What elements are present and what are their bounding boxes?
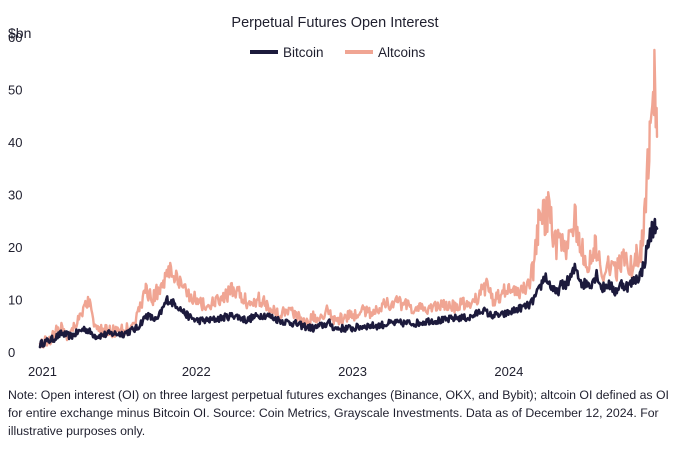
- legend: Bitcoin Altcoins: [250, 45, 426, 60]
- legend-label-altcoins: Altcoins: [378, 45, 426, 60]
- x-axis-ticks: 2021 2022 2023 2024: [28, 364, 523, 379]
- series-line-altcoins: [38, 48, 659, 349]
- y-axis-label: $bn: [8, 25, 31, 41]
- y-tick-label: 50: [8, 83, 22, 98]
- x-tick-label: 2022: [182, 364, 211, 379]
- x-tick-label: 2021: [28, 364, 57, 379]
- series-layer: [38, 48, 659, 349]
- series-line-bitcoin: [38, 217, 659, 349]
- y-tick-label: 60: [8, 30, 22, 45]
- open-interest-chart: Perpetual Futures Open Interest $bn Bitc…: [8, 15, 659, 379]
- y-tick-label: 30: [8, 188, 22, 203]
- y-tick-label: 20: [8, 240, 22, 255]
- chart-footnote: Note: Open interest (OI) on three larges…: [8, 388, 669, 438]
- x-tick-label: 2024: [494, 364, 523, 379]
- chart-title: Perpetual Futures Open Interest: [231, 15, 438, 31]
- y-axis-ticks: 0 10 20 30 40 50 60: [8, 30, 22, 360]
- y-tick-label: 10: [8, 293, 22, 308]
- y-tick-label: 0: [8, 345, 15, 360]
- x-tick-label: 2023: [338, 364, 367, 379]
- legend-label-bitcoin: Bitcoin: [283, 45, 324, 60]
- y-tick-label: 40: [8, 135, 22, 150]
